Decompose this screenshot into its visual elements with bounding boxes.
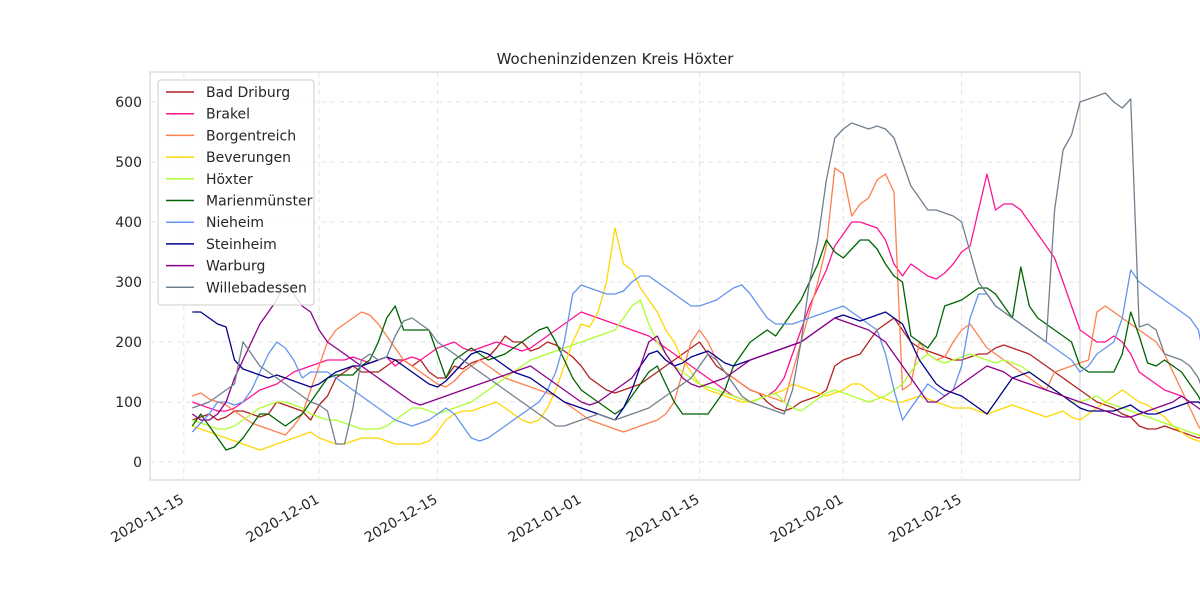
y-tick-label: 300 <box>115 275 142 291</box>
series-line-6 <box>191 269 1200 442</box>
legend-label: Willebadessen <box>206 280 307 296</box>
legend-label: Beverungen <box>206 150 291 166</box>
legend-label: Borgentreich <box>206 128 296 144</box>
series-line-2 <box>192 167 1200 436</box>
series-line-3 <box>192 227 1200 451</box>
legend-label: Höxter <box>206 172 253 188</box>
legend: Bad Driburg Brakel Borgentreich Beverungen H… <box>157 79 315 306</box>
legend-label: Warburg <box>206 259 265 275</box>
y-tick-label: 600 <box>115 95 142 111</box>
y-tick-label: 400 <box>115 215 142 231</box>
legend-label: Marienmünster <box>206 194 313 210</box>
y-axis: 0 100 200 300 400 500 600 <box>115 95 142 471</box>
series-lines <box>191 92 1200 451</box>
series-line-4 <box>192 299 1200 437</box>
y-tick-label: 0 <box>133 455 142 471</box>
y-tick-label: 200 <box>115 335 142 351</box>
chart-title: Wocheninzidenzen Kreis Höxter <box>497 50 735 68</box>
legend-label: Steinheim <box>206 237 277 253</box>
legend-frame <box>157 79 315 306</box>
y-tick-label: 500 <box>115 155 142 171</box>
legend-label: Bad Driburg <box>206 85 290 101</box>
y-tick-label: 100 <box>115 395 142 411</box>
series-line-8 <box>191 281 1200 421</box>
series-line-5 <box>191 239 1200 451</box>
legend-label: Brakel <box>206 107 250 123</box>
legend-label: Nieheim <box>206 215 264 231</box>
series-line-9 <box>192 92 1200 445</box>
